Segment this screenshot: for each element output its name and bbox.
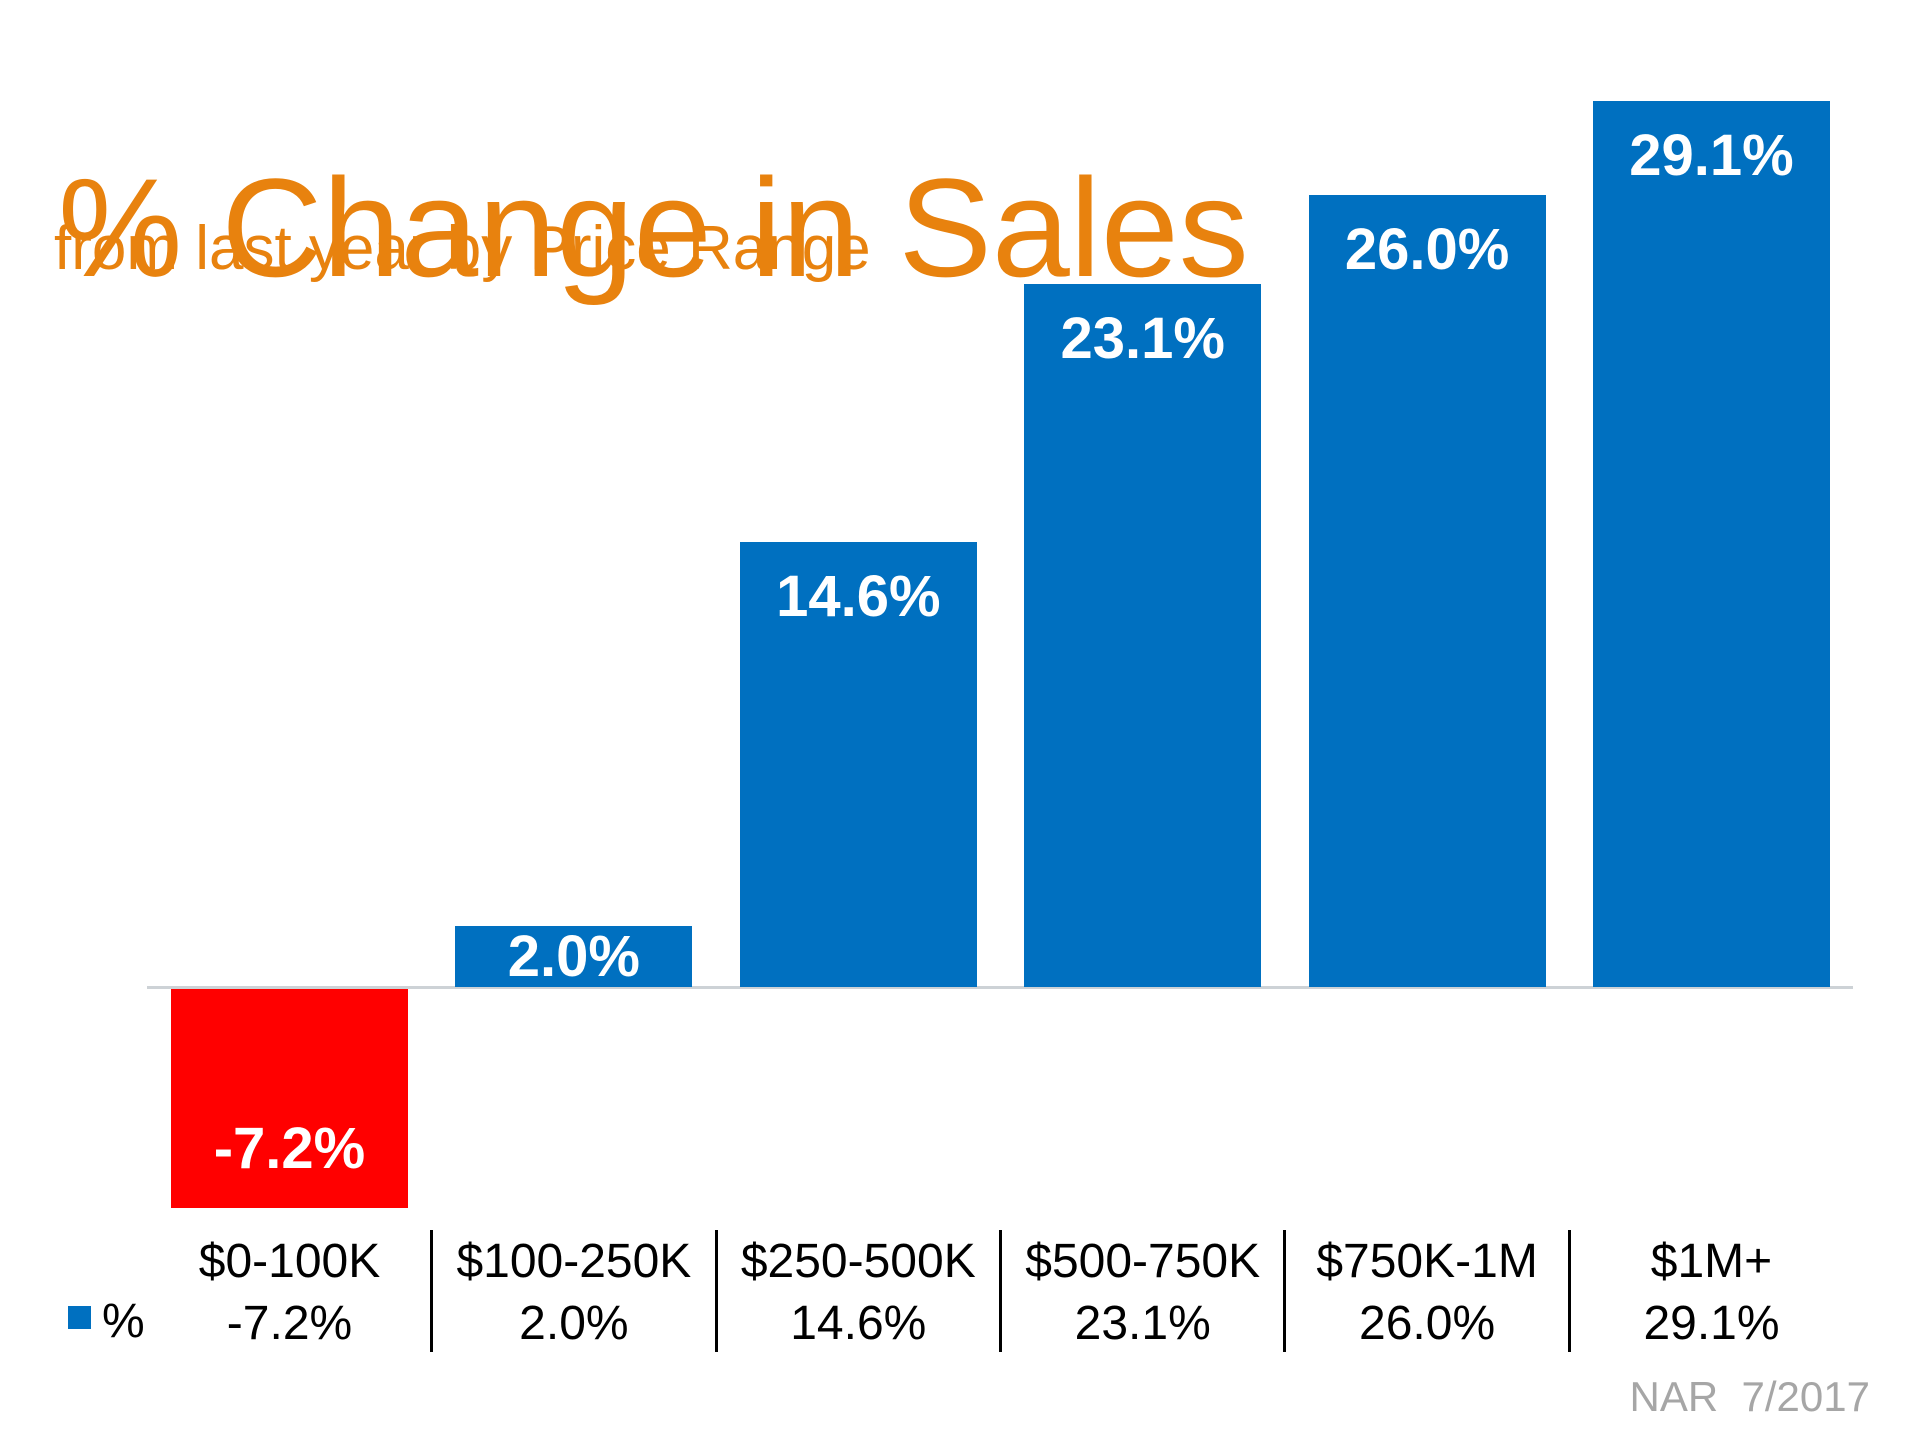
bar-$100-250K: 2.0% xyxy=(455,923,693,989)
column-divider xyxy=(1567,1230,1571,1352)
x-axis-line xyxy=(147,986,1853,989)
category-value: 26.0% xyxy=(1359,1297,1496,1350)
category-value: -7.2% xyxy=(226,1297,353,1350)
table-column-$250-500K: $250-500K 14.6% xyxy=(716,1235,1000,1348)
table-column-$100-250K: $100-250K 2.0% xyxy=(432,1235,716,1348)
bar-$750K-1M: 26.0% xyxy=(1308,195,1546,987)
bar-$500-750K: 23.1% xyxy=(1024,284,1262,987)
chart-subtitle: from last year by Price Range xyxy=(54,214,871,283)
table-column-$750K-1M: $750K-1M 26.0% xyxy=(1285,1235,1569,1348)
category-value: 2.0% xyxy=(519,1297,629,1350)
category-label: $1M+ xyxy=(1650,1235,1773,1288)
bar-value-label: 14.6% xyxy=(776,564,941,629)
column-divider xyxy=(430,1230,434,1352)
column-divider xyxy=(999,1230,1002,1352)
chart-title: % Change in Sales xyxy=(58,148,1249,306)
bar-value-label: 2.0% xyxy=(507,923,640,989)
category-value: 29.1% xyxy=(1643,1297,1780,1350)
source-note: NAR 7/2017 xyxy=(1629,1373,1870,1420)
category-label: $0-100K xyxy=(198,1235,381,1288)
bar-value-label: 26.0% xyxy=(1344,217,1510,282)
category-label: $100-250K xyxy=(456,1235,692,1288)
category-label: $500-750K xyxy=(1025,1235,1261,1288)
column-divider xyxy=(714,1230,718,1352)
legend-series-label: % xyxy=(102,1295,145,1348)
legend-swatch-icon xyxy=(68,1306,91,1329)
table-column-$500-750K: $500-750K 23.1% xyxy=(1001,1235,1285,1348)
bar-value-label: 23.1% xyxy=(1060,306,1225,371)
category-value: 23.1% xyxy=(1074,1297,1211,1350)
category-value: 14.6% xyxy=(790,1297,927,1350)
bar-value-label: 29.1% xyxy=(1629,123,1794,188)
bar-$250-500K: 14.6% xyxy=(739,542,977,987)
bar-$0-100K: -7.2% xyxy=(171,989,408,1208)
bar-$1M+: 29.1% xyxy=(1593,101,1830,987)
table-column-$1M+: $1M+ 29.1% xyxy=(1569,1235,1853,1348)
category-label: $250-500K xyxy=(740,1235,976,1288)
table-column-$0-100K: $0-100K -7.2% xyxy=(147,1235,431,1348)
column-divider xyxy=(1283,1230,1287,1352)
category-label: $750K-1M xyxy=(1316,1235,1538,1288)
bar-value-label: -7.2% xyxy=(213,1116,366,1181)
